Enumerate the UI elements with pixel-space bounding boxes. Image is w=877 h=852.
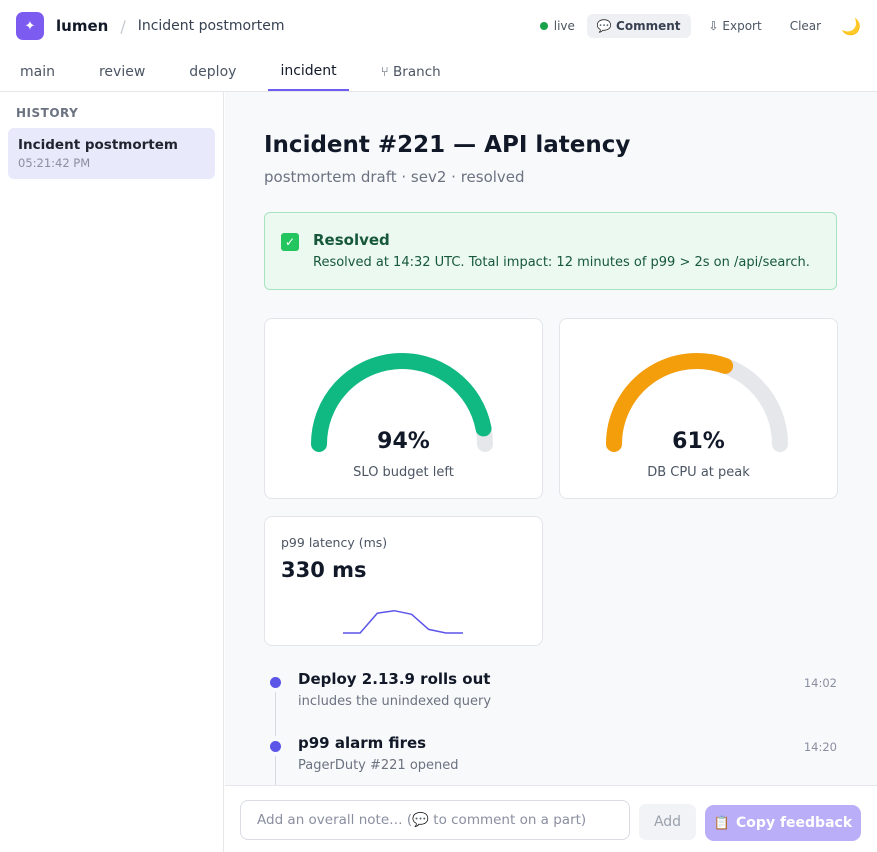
top-bar: ✦ lumen / Incident postmortem live 💬 Com…: [0, 0, 877, 52]
timeline-connector: [275, 756, 276, 785]
resolved-banner: ✓ Resolved Resolved at 14:32 UTC. Total …: [264, 212, 837, 290]
gauge-slo: [311, 353, 493, 452]
history-item-time: 05:21:42 PM: [18, 156, 91, 170]
timeline-item-time: 14:20: [803, 740, 837, 754]
sidebar: HISTORY Incident postmortem 05:21:42 PM: [0, 92, 224, 852]
main-content[interactable]: Incident #221 — API latency postmortem d…: [225, 92, 877, 785]
moon-icon[interactable]: 🌙: [841, 16, 861, 36]
timeline-item[interactable]: Deploy 2.13.9 rolls out includes the uni…: [270, 670, 837, 736]
gauge-fill: [311, 353, 492, 452]
toolbar: live 💬 Comment ⇩ Export Clear 🌙: [539, 14, 861, 38]
branch-button[interactable]: ⑂ Branch: [380, 63, 441, 80]
gauge-label: DB CPU at peak: [647, 465, 750, 480]
metric-cards: 94% SLO budget left 61% DB CPU at peak p…: [264, 318, 838, 648]
copy-feedback-label: Copy feedback: [736, 815, 853, 831]
banner-title: Resolved: [313, 231, 390, 249]
tab-incident[interactable]: incident: [268, 52, 349, 91]
latency-card[interactable]: p99 latency (ms) 330 ms: [264, 516, 543, 646]
page-title: Incident #221 — API latency: [264, 132, 631, 158]
history-heading: HISTORY: [16, 106, 79, 120]
gauge-fill: [606, 353, 734, 452]
page-subtitle: postmortem draft · sev2 · resolved: [264, 168, 525, 186]
timeline-item-title: p99 alarm fires: [298, 734, 427, 752]
timeline-item-desc: includes the unindexed query: [298, 694, 492, 709]
clipboard-icon: 📋: [713, 815, 731, 831]
history-item-title: Incident postmortem: [18, 137, 178, 153]
gauge-value: 94%: [377, 429, 430, 454]
check-icon: ✓: [281, 233, 299, 251]
breadcrumb-separator: /: [120, 16, 126, 36]
gauge-card-cpu[interactable]: 61% DB CPU at peak: [559, 318, 838, 499]
add-note-button[interactable]: Add: [639, 804, 696, 840]
sparkline-path: [343, 609, 463, 634]
timeline-dot: [270, 741, 281, 752]
timeline-item-title: Deploy 2.13.9 rolls out: [298, 670, 491, 688]
timeline-item-time: 14:02: [803, 676, 837, 690]
timeline: Deploy 2.13.9 rolls out includes the uni…: [270, 670, 837, 785]
tab-main[interactable]: main: [20, 63, 55, 80]
breadcrumb-doc-title: Incident postmortem: [137, 18, 285, 34]
feedback-bar: Add 📋 Copy feedback: [225, 785, 877, 852]
latency-label: p99 latency (ms): [281, 535, 388, 550]
overall-note-input[interactable]: [240, 800, 630, 840]
latency-value: 330 ms: [281, 558, 367, 582]
banner-text: Resolved at 14:32 UTC. Total impact: 12 …: [313, 255, 810, 270]
gauge-card-slo[interactable]: 94% SLO budget left: [264, 318, 543, 499]
history-item[interactable]: Incident postmortem 05:21:42 PM: [8, 128, 215, 179]
app-logo[interactable]: ✦: [16, 12, 44, 40]
copy-feedback-button[interactable]: 📋 Copy feedback: [705, 805, 861, 841]
clear-button[interactable]: Clear: [789, 19, 822, 33]
brand-name: lumen: [56, 17, 109, 35]
timeline-dot: [270, 677, 281, 688]
latency-sparkline: [343, 609, 463, 634]
timeline-item-desc: PagerDuty #221 opened: [298, 758, 459, 773]
timeline-connector: [275, 692, 276, 736]
timeline-item[interactable]: p99 alarm fires PagerDuty #221 opened 14…: [270, 734, 837, 785]
tab-review[interactable]: review: [98, 63, 146, 80]
comment-button[interactable]: 💬 Comment: [586, 14, 691, 38]
gauge-value: 61%: [672, 429, 725, 454]
gauge-cpu: [606, 353, 788, 452]
export-button[interactable]: ⇩ Export: [708, 19, 762, 33]
live-status-dot: [539, 22, 548, 30]
tab-bar: main review deploy incident ⑂ Branch: [0, 52, 877, 92]
gauge-label: SLO budget left: [353, 465, 454, 480]
live-status-label: live: [553, 19, 575, 33]
tab-deploy[interactable]: deploy: [189, 63, 237, 80]
sparkle-icon: ✦: [24, 18, 36, 34]
